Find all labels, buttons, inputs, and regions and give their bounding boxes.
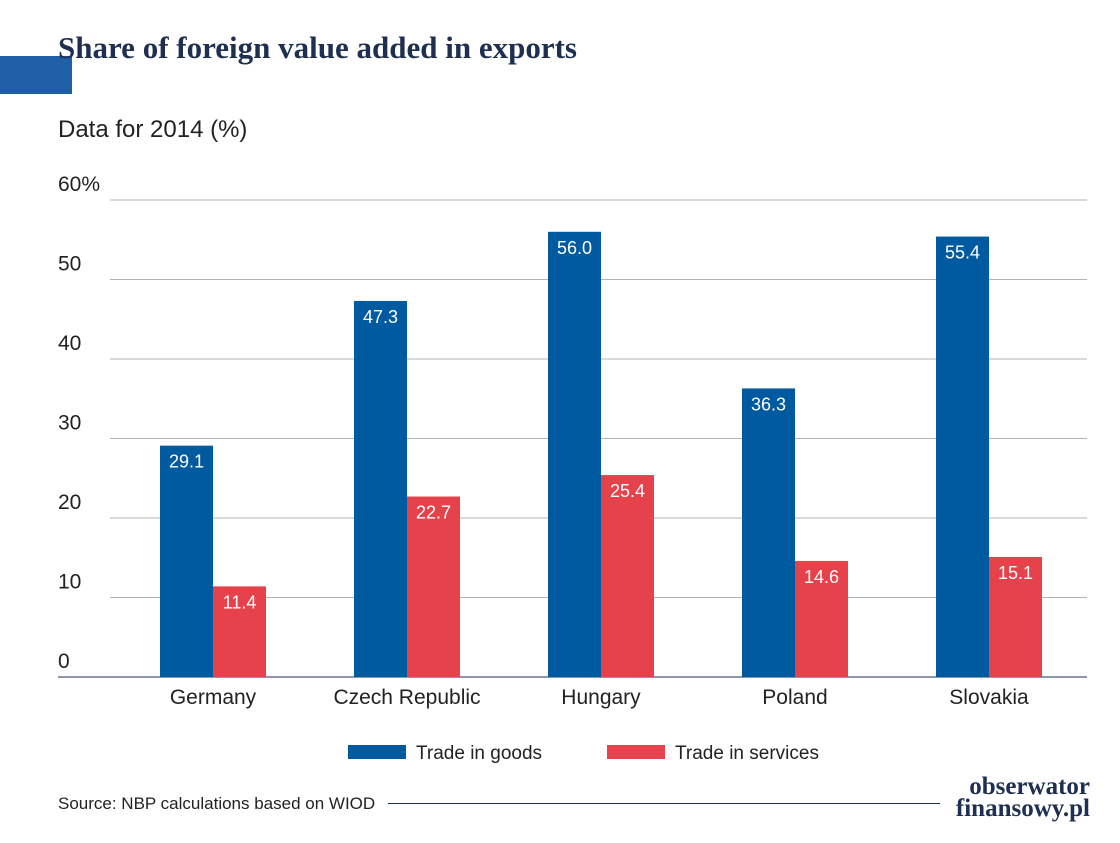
bar: [795, 560, 848, 677]
bar: [160, 445, 213, 677]
source-note: Source: NBP calculations based on WIOD: [58, 794, 376, 813]
bar: [989, 556, 1042, 677]
x-tick-label: Poland: [762, 686, 827, 709]
y-tick-label: 50: [58, 253, 81, 276]
bar-chart: 0 10 20 30 40 50 60% 29.1 47.3 56.0 36.3 55.4 11.4 22…: [58, 173, 1087, 764]
source-divider: [388, 803, 940, 804]
legend-swatch: [607, 745, 665, 759]
data-label: 36.3: [751, 394, 786, 414]
bar: [548, 231, 601, 678]
chart-title: Share of foreign value added in exports: [58, 30, 577, 65]
data-label: 25.4: [610, 481, 645, 501]
bar: [601, 475, 654, 677]
x-tick-label: Hungary: [561, 686, 641, 709]
y-tick-label: 20: [58, 491, 81, 514]
data-label: 15.1: [998, 563, 1033, 583]
y-tick-label: 30: [58, 412, 81, 435]
title-block: Share of foreign value added in exports: [0, 26, 577, 94]
data-label: 29.1: [169, 452, 204, 472]
x-tick-label: Germany: [170, 686, 257, 709]
bar: [213, 586, 266, 677]
y-tick-label: 60%: [58, 173, 100, 196]
bar: [936, 236, 989, 677]
y-tick-label: 40: [58, 332, 81, 355]
title-accent-bar: [0, 56, 72, 94]
logo-line-1: obserwator: [969, 773, 1090, 800]
data-label: 47.3: [363, 307, 398, 327]
legend-label: Trade in goods: [416, 743, 542, 764]
bar: [742, 388, 795, 677]
publisher-logo: obserwator finansowy.pl: [955, 773, 1090, 822]
chart-subtitle: Data for 2014 (%): [58, 116, 248, 143]
y-tick-label: 0: [58, 650, 70, 673]
data-label: 56.0: [557, 238, 592, 258]
data-label: 22.7: [416, 503, 451, 523]
data-label: 55.4: [945, 243, 980, 263]
legend-swatch: [348, 745, 406, 759]
bar: [407, 496, 460, 677]
y-tick-label: 10: [58, 571, 81, 594]
x-tick-label: Slovakia: [949, 686, 1029, 709]
data-label: 11.4: [223, 592, 257, 612]
bar: [354, 300, 407, 677]
data-label: 14.6: [804, 567, 839, 587]
logo-line-2: finansowy.pl: [955, 795, 1090, 822]
legend-label: Trade in services: [675, 743, 819, 764]
x-tick-label: Czech Republic: [333, 686, 480, 709]
